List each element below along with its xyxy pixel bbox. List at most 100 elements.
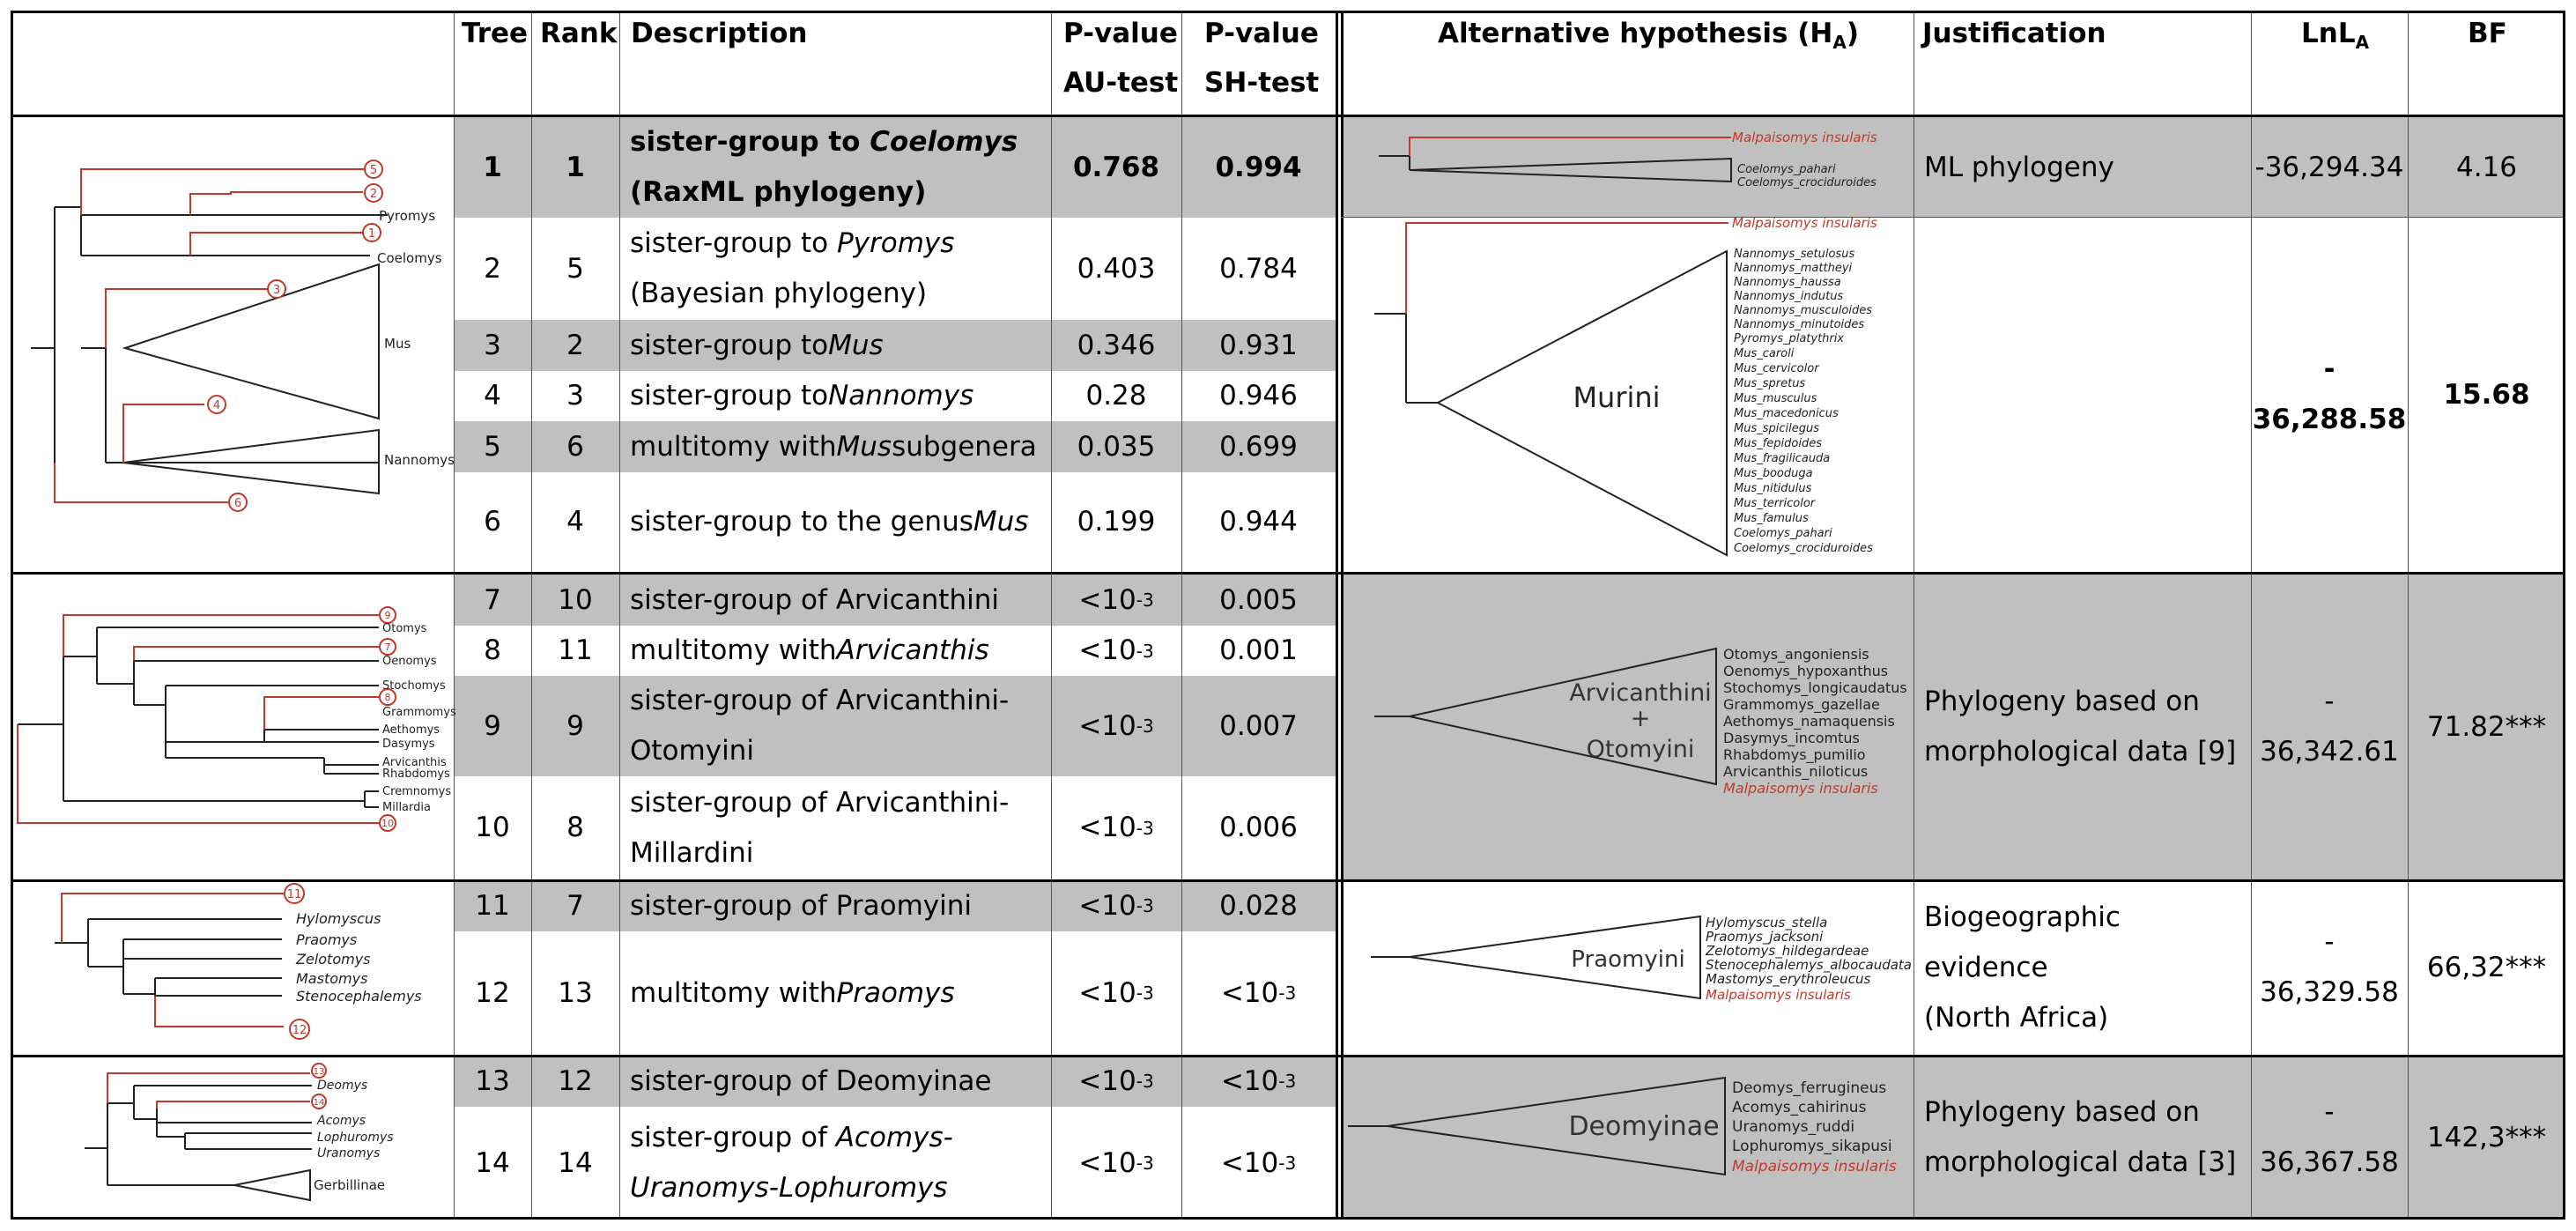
murini-taxon: Mus_famulus [1734, 512, 1809, 525]
row-1-description: sister-group to Coelomys (RaxML phylogeny… [630, 126, 1018, 208]
row-14-rank: 14 [558, 1146, 593, 1179]
node-number-4: 4 [213, 399, 220, 412]
murini-taxon: Mus_cervicolor [1734, 362, 1820, 375]
hyp-3-lnl: - 36,342.61 [2260, 686, 2399, 768]
header-description: Description [631, 18, 808, 49]
row-11-tree: 11 [475, 889, 510, 922]
taxon-stenocephalemys: Stenocephalemys [296, 988, 422, 1005]
header-justification: Justification [1922, 18, 2106, 49]
tree-diagram-arvicanthini: 9 7 8 10 Otomys Oenomys Stochomys Grammo… [17, 606, 456, 832]
taxon-pyromys: Pyromys [379, 208, 435, 224]
tree-diagram-mus: 5 2 1 3 4 6 Pyromys Coelomys Mus Nannomy… [31, 159, 455, 512]
row-8-au: <10 -3 [1078, 634, 1154, 666]
node-number-9: 9 [385, 610, 391, 621]
node-number-12: 12 [292, 1024, 307, 1037]
pra-taxon-malpaisomys: Malpaisomys insularis [1706, 987, 1851, 1003]
murini-taxon: Nannomys_setulosus [1734, 248, 1854, 261]
deo-taxon: Deomys_ferrugineus [1732, 1079, 1886, 1097]
node-number-6: 6 [234, 497, 241, 510]
row-10-sh: 0.006 [1219, 812, 1298, 843]
row-11-rank: 7 [566, 889, 584, 922]
node-marker-4 [207, 395, 226, 414]
row-10-description: sister-group of Arvicanthini- Millardini [630, 786, 1010, 869]
taxon-coelomys: Coelomys [377, 250, 442, 266]
row-13-au: <10 -3 [1078, 1064, 1154, 1097]
murini-label: Murini [1573, 381, 1660, 414]
arv-taxon: Grammomys_gazellae [1723, 696, 1880, 714]
row-12-au: <10 -3 [1078, 976, 1154, 1009]
murini-taxon: Mus_fepidoides [1734, 437, 1822, 450]
taxon-praomys: Praomys [296, 931, 357, 948]
row-5-au: 0.035 [1077, 430, 1156, 463]
murini-taxon: Coelomys_crociduroides [1734, 542, 1873, 555]
row-3-description: sister-group to Mus [630, 329, 884, 361]
arv-taxon: Otomys_angoniensis [1723, 646, 1869, 664]
row-3-rank: 2 [566, 329, 584, 361]
row-1-sh: 0.994 [1215, 151, 1302, 183]
row-5-description: multitomy with Mus subgenera [630, 430, 1037, 463]
taxon-millardia: Millardia [382, 801, 431, 814]
node-marker-7 [379, 638, 396, 656]
row-4-tree: 4 [484, 380, 501, 412]
hyp-4-lnl: - 36,329.58 [2260, 926, 2399, 1008]
murini-taxon: Pyromys_platythrix [1734, 332, 1844, 345]
node-marker-12 [289, 1019, 310, 1040]
taxon-uranomys: Uranomys [317, 1146, 380, 1161]
hyp-4-justification: Biogeographic evidence (North Africa) [1924, 901, 2121, 1034]
row-11-au: <10 -3 [1078, 889, 1154, 922]
arv-group-label-3: Otomyini [1587, 736, 1695, 763]
taxon-mastomys: Mastomys [296, 970, 367, 987]
hyp-3-justification: Phylogeny based on morphological data [9] [1924, 686, 2237, 768]
node-number-11: 11 [287, 888, 302, 901]
node-marker-1 [362, 223, 381, 242]
node-number-10: 10 [381, 818, 394, 829]
node-number-13: 13 [314, 1067, 325, 1077]
row-10-rank: 8 [566, 812, 584, 843]
row-8-rank: 11 [558, 634, 593, 666]
row-4-au: 0.28 [1085, 380, 1147, 412]
taxon-cremnomys: Cremnomys [382, 785, 451, 798]
node-marker-11 [284, 883, 305, 904]
murini-taxon: Nannomys_haussa [1734, 276, 1841, 289]
row-4-sh: 0.946 [1219, 380, 1298, 412]
tree-diagram-praomyini: 11 12 Hylomyscus Praomys Zelotomys Masto… [55, 883, 422, 1040]
row-11-description: sister-group of Praomyini [630, 889, 972, 922]
row-14-description: sister-group of Acomys- Uranomys-Lophurom… [630, 1122, 953, 1204]
node-marker-6 [228, 493, 248, 512]
row-7-rank: 10 [558, 583, 593, 616]
row-6-sh: 0.944 [1219, 506, 1298, 538]
taxon-rhabdomys: Rhabdomys [382, 768, 450, 781]
row-6-tree: 6 [484, 506, 501, 538]
row-2-sh: 0.784 [1219, 252, 1298, 285]
row-8-description: multitomy with Arvicanthis [630, 634, 989, 666]
header-lnl: LnLA [2301, 18, 2370, 54]
row-12-description: multitomy with Praomys [630, 976, 955, 1009]
row-14-sh: <10 -3 [1220, 1146, 1297, 1179]
row-4-rank: 3 [566, 380, 584, 412]
row-7-description: sister-group of Arvicanthini [630, 583, 999, 616]
taxon-dasymys: Dasymys [382, 738, 435, 751]
row-14-tree: 14 [475, 1146, 510, 1179]
hyp-5-bf: 142,3*** [2426, 1121, 2547, 1153]
deomyinae-label: Deomyinae [1568, 1111, 1719, 1142]
node-number-2: 2 [370, 188, 377, 201]
pra-taxon: Hylomyscus_stella [1706, 915, 1827, 931]
hyp-4-bf: 66,32*** [2426, 951, 2547, 983]
node-marker-14 [311, 1094, 327, 1109]
row-12-tree: 12 [475, 976, 510, 1009]
node-marker-5 [364, 159, 383, 179]
header-au-line1: P-value [1063, 18, 1178, 49]
row-12-rank: 13 [558, 976, 593, 1009]
row-2-rank: 5 [566, 252, 584, 285]
row-14-au: <10 -3 [1078, 1146, 1154, 1179]
header-rank: Rank [540, 18, 618, 49]
row-1-au: 0.768 [1072, 151, 1160, 183]
murini-taxon: Mus_nitidulus [1734, 482, 1812, 495]
murini-taxon: Coelomys_pahari [1734, 527, 1832, 540]
row-7-sh: 0.005 [1219, 583, 1298, 616]
header-sh-line1: P-value [1204, 18, 1319, 49]
row-11-sh: 0.028 [1219, 889, 1298, 922]
row-7-tree: 7 [484, 583, 501, 616]
pra-taxon: Praomys_jacksoni [1706, 929, 1824, 945]
deo-taxon-malpaisomys: Malpaisomys insularis [1732, 1158, 1897, 1175]
